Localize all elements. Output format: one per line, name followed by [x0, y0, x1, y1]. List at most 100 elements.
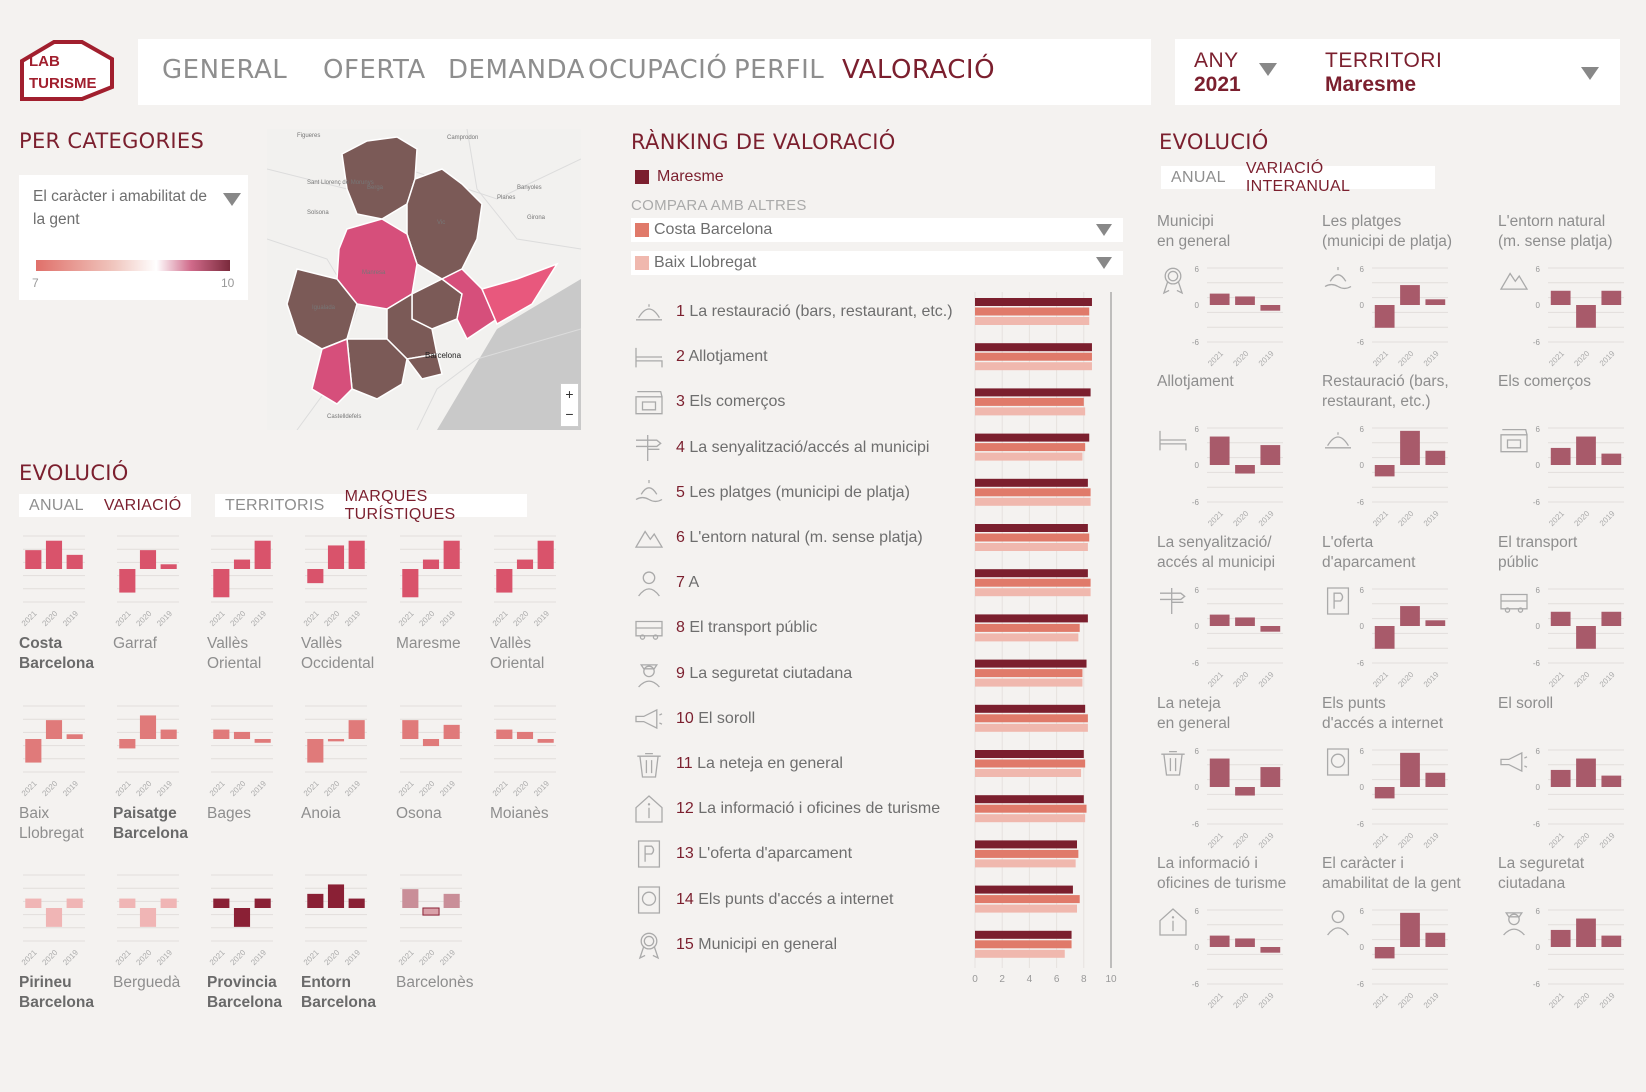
brand-chart[interactable]: 2021 2020 2019 Osona	[396, 700, 486, 850]
zoom-in-button[interactable]: +	[565, 386, 574, 402]
ranking-row[interactable]: 1 La restauració (bars, restaurant, etc.…	[631, 290, 961, 334]
brand-chart[interactable]: 2021 2020 2019 Anoia	[301, 700, 391, 850]
category-evolution-chart[interactable]: Els comerços 6 0 -6 2021 2020 2019	[1498, 372, 1643, 530]
map-region-valles-oriental	[440, 268, 498, 341]
category-evolution-chart[interactable]: L'oferta d'aparcament 6 0 -6 2021 2020 2019	[1322, 533, 1467, 691]
ranking-bar-compare2	[975, 452, 1083, 461]
category-evolution-chart[interactable]: La neteja en general 6 0 -6 2021 2020 2019	[1157, 694, 1302, 852]
brand-chart[interactable]: 2021 2020 2019 Barcelonès	[396, 869, 486, 1019]
nav-tab-perfil[interactable]: PERFIL	[734, 55, 825, 85]
variation-bar	[422, 739, 440, 747]
ranking-bar-main	[975, 750, 1084, 758]
ranking-number: 4	[676, 438, 690, 456]
nav-tab-valoracio[interactable]: VALORACIÓ	[842, 55, 996, 85]
brand-chart[interactable]: 2021 2020 2019 Vallès Occidental	[301, 530, 391, 680]
chevron-down-icon	[223, 193, 241, 206]
compare-select-2[interactable]: Baix Llobregat	[631, 251, 1123, 275]
category-evolution-chart[interactable]: Restauració (bars, restaurant, etc.) 6 0 -6…	[1322, 372, 1467, 530]
year-select[interactable]: ANY 2021	[1175, 39, 1295, 105]
brand-chart[interactable]: 2021 2020 2019 Baix Llobregat	[19, 700, 109, 850]
category-evolution-chart[interactable]: El caràcter i amabilitat de la gent 6 0 -6 2…	[1322, 854, 1467, 1012]
category-select[interactable]: El caràcter i amabilitat de la gent	[33, 185, 241, 235]
zoom-out-button[interactable]: −	[565, 406, 574, 422]
category-evolution-chart[interactable]: Les platges (municipi de platja) 6 0 -6 2021…	[1322, 212, 1467, 370]
signpost-icon	[636, 434, 662, 461]
brand-chart[interactable]: 2021 2020 2019 Costa Barcelona	[19, 530, 109, 680]
tab-variacio[interactable]: VARIACIÓ	[103, 496, 182, 514]
brand-chart[interactable]: 2021 2020 2019 Berguedà	[113, 869, 203, 1019]
compare-select-1[interactable]: Costa Barcelona	[631, 218, 1123, 242]
category-evolution-chart[interactable]: La seguretat ciutadana 6 0 -6 2021 2020 2019	[1498, 854, 1643, 1012]
ranking-text: L'entorn natural (m. sense platja)	[689, 529, 923, 546]
ranking-row[interactable]: 14 Els punts d'accés a internet	[631, 878, 961, 922]
svg-text:-6: -6	[1357, 338, 1365, 347]
brand-chart[interactable]: 2021 2020 2019 Entorn Barcelona	[301, 869, 391, 1019]
year-tick: 2021	[397, 609, 416, 628]
evolucio-right-tabs: ANUAL VARIACIÓ INTERANUAL	[1161, 160, 1435, 195]
ranking-row[interactable]: 7 A	[631, 561, 961, 605]
ranking-row[interactable]: 5 Les platges (municipi de platja)	[631, 471, 961, 515]
ranking-row[interactable]: 6 L'entorn natural (m. sense platja)	[631, 516, 961, 560]
tab-marques-turistiques[interactable]: MARQUES TURÍSTIQUES	[344, 487, 456, 523]
nav-tab-ocupacio[interactable]: OCUPACIÓ	[588, 55, 728, 85]
bed-icon	[635, 348, 663, 368]
year-tick: 2020	[134, 948, 153, 967]
nav-tab-demanda[interactable]: DEMANDA	[448, 55, 585, 85]
category-evolution-chart[interactable]: La senyalització/ accés al municipi 6 0 -6 2…	[1157, 533, 1302, 691]
category-evolution-chart[interactable]: El transport públic 6 0 -6 2021 2020 2019	[1498, 533, 1643, 691]
ranking-row[interactable]: 13 L'oferta d'aparcament	[631, 832, 961, 876]
region-map[interactable]: Figueres Camprodon Banyoles Girona Plane…	[267, 129, 581, 430]
ranking-row[interactable]: 3 Els comerços	[631, 380, 961, 424]
ranking-row[interactable]: 10 El soroll	[631, 697, 961, 741]
svg-text:6: 6	[1360, 907, 1365, 916]
variation-bar	[139, 715, 157, 739]
ranking-row[interactable]: 2 Allotjament	[631, 335, 961, 379]
category-evolution-chart[interactable]: L'entorn natural (m. sense platja) 6 0 -6 20…	[1498, 212, 1643, 370]
year-tick: 2019	[1598, 349, 1617, 368]
ranking-title: RÀNKING DE VALORACIÓ	[631, 130, 896, 154]
brand-chart[interactable]: 2021 2020 2019 Vallès Oriental	[207, 530, 297, 680]
ranking-bar-compare1	[975, 714, 1088, 723]
category-evolution-chart[interactable]: Els punts d'accés a internet 6 0 -6 2021 2020…	[1322, 694, 1467, 852]
ranking-main-legend: Maresme	[635, 168, 724, 186]
category-evolution-chart[interactable]: La informació i oficines de turisme 6 0 -6 2…	[1157, 854, 1302, 1012]
year-tick: 2021	[302, 609, 321, 628]
brand-chart[interactable]: 2021 2020 2019 Provincia Barcelona	[207, 869, 297, 1019]
brand-chart[interactable]: 2021 2020 2019 Garraf	[113, 530, 203, 680]
category-evolution-chart[interactable]: El soroll 6 0 -6 2021 2020 2019	[1498, 694, 1643, 852]
year-label: ANY	[1194, 49, 1239, 72]
legend-min: 7	[32, 276, 39, 290]
ranking-number: 3	[676, 393, 690, 411]
territory-select[interactable]: TERRITORI Maresme	[1315, 39, 1620, 105]
brand-chart[interactable]: 2021 2020 2019 Pirineu Barcelona	[19, 869, 109, 1019]
category-evolution-chart[interactable]: Allotjament 6 0 -6 2021 2020 2019	[1157, 372, 1302, 530]
ranking-row[interactable]: 15 Municipi en general	[631, 923, 961, 967]
nav-tab-general[interactable]: GENERAL	[162, 55, 288, 85]
ranking-label: 12 La informació i oficines de turisme	[676, 800, 940, 818]
tab-anual-right[interactable]: ANUAL	[1171, 168, 1226, 186]
ranking-row[interactable]: 8 El transport públic	[631, 606, 961, 650]
ranking-row[interactable]: 11 La neteja en general	[631, 742, 961, 786]
year-tick: 2019	[1598, 991, 1617, 1010]
tab-variacio-interanual[interactable]: VARIACIÓ INTERANUAL	[1245, 159, 1351, 195]
variation-bar	[139, 908, 157, 927]
category-label: Municipi en general	[1157, 213, 1231, 250]
variation-bar	[1601, 611, 1622, 626]
year-tick: 2021	[397, 948, 416, 967]
brand-chart[interactable]: 2021 2020 2019 Bages	[207, 700, 297, 850]
ranking-text: Allotjament	[688, 348, 768, 366]
category-evolution-chart[interactable]: Municipi en general 6 0 -6 2021 2020 2019	[1157, 212, 1302, 370]
svg-text:6: 6	[1536, 265, 1541, 274]
brand-chart[interactable]: 2021 2020 2019 Moianès	[490, 700, 580, 850]
ranking-row[interactable]: 9 La seguretat ciutadana	[631, 652, 961, 696]
brand-chart[interactable]: 2021 2020 2019 Paisatge Barcelona	[113, 700, 203, 850]
labturisme-logo[interactable]: LAB TURISME	[19, 39, 115, 104]
brand-chart[interactable]: 2021 2020 2019 Maresme	[396, 530, 486, 680]
brand-chart[interactable]: 2021 2020 2019 Vallès Oriental	[490, 530, 580, 680]
ranking-row[interactable]: 4 La senyalització/accés al municipi	[631, 426, 961, 470]
nav-tab-oferta[interactable]: OFERTA	[323, 55, 426, 85]
tab-anual[interactable]: ANUAL	[29, 496, 84, 514]
ranking-row[interactable]: 12 La informació i oficines de turisme	[631, 787, 961, 831]
police-icon	[1503, 912, 1525, 936]
tab-territoris[interactable]: TERRITORIS	[225, 496, 325, 514]
